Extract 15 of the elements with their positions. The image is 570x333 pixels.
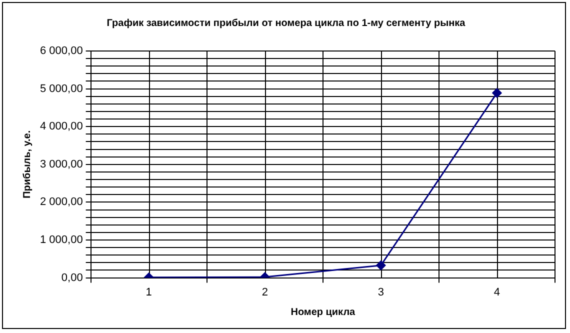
x-tick-label: 3 bbox=[378, 286, 384, 298]
y-tick-label: 5 000,00 bbox=[40, 82, 83, 95]
y-tick-label: 4 000,00 bbox=[40, 120, 83, 133]
y-axis-title: Прибыль, у.е. bbox=[22, 130, 33, 198]
x-tick-label: 1 bbox=[146, 286, 152, 298]
chart-title: График зависимости прибыли от номера цикла по 1-му сегменту рынка bbox=[106, 18, 466, 29]
y-tick-label: 3 000,00 bbox=[40, 158, 83, 170]
x-tick-label: 2 bbox=[262, 286, 268, 298]
y-tick-label: 6 000,00 bbox=[40, 45, 83, 58]
y-tick-label: 2 000,00 bbox=[40, 196, 83, 208]
x-tick-label: 4 bbox=[494, 286, 500, 298]
point bbox=[492, 88, 502, 98]
y-tick-label: 1 000,00 bbox=[40, 234, 83, 246]
x-axis-title: Номер цикла bbox=[290, 306, 356, 318]
y-tick-label: 0,00 bbox=[61, 272, 83, 284]
